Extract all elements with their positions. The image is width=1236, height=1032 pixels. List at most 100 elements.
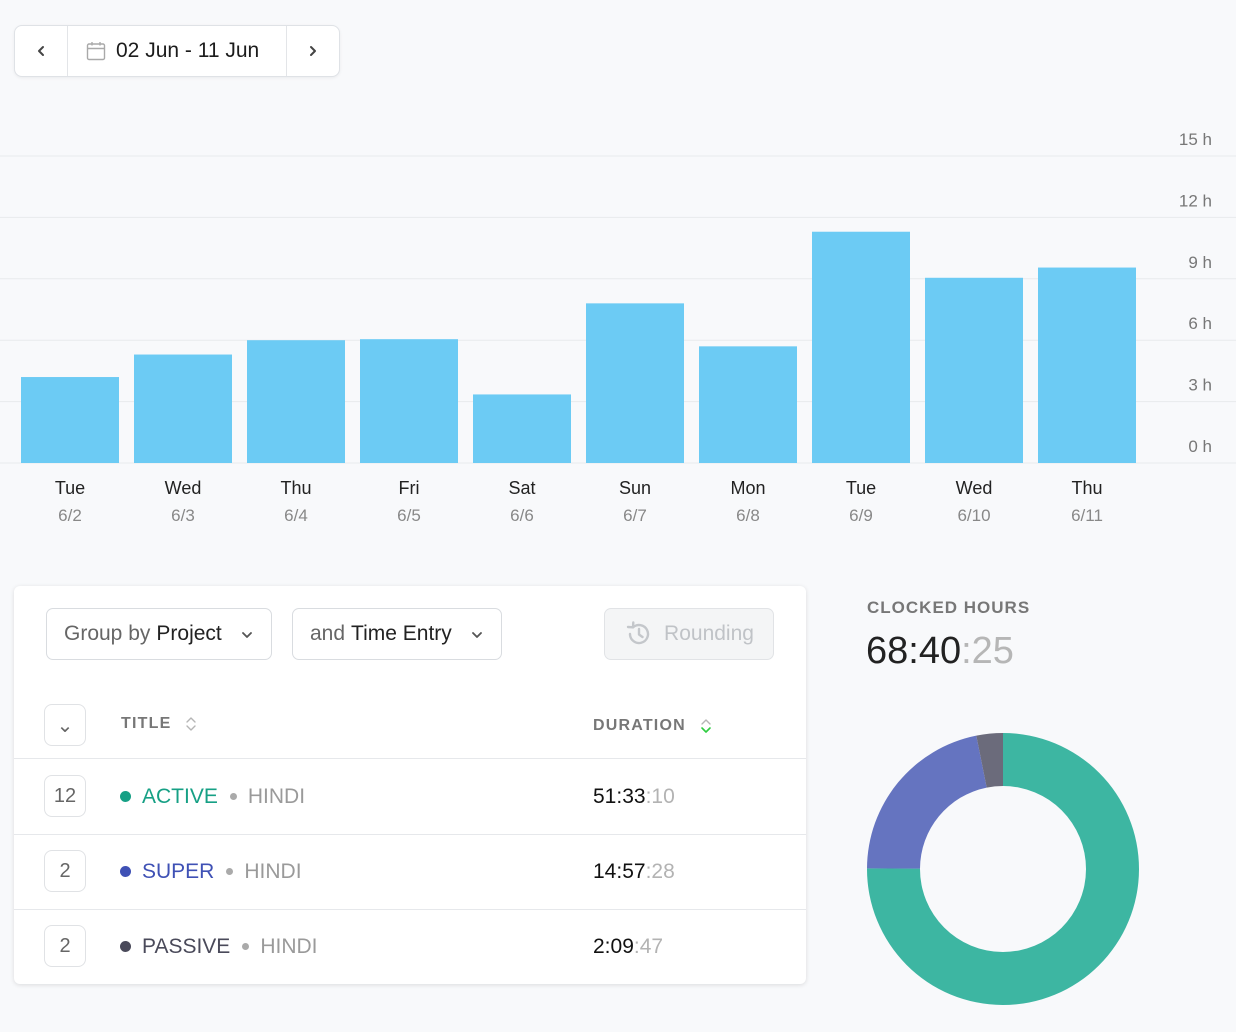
x-date-label: 6/3 [171,506,195,525]
row-count-badge[interactable]: 2 [44,925,86,967]
chart-bar [473,394,571,463]
x-day-label: Fri [399,478,420,498]
x-date-label: 6/9 [849,506,873,525]
client-name: HINDI [244,859,302,883]
chart-bar [247,340,345,463]
row-count: 2 [59,859,71,882]
project-color-dot [120,866,131,877]
history-clock-icon [626,621,650,645]
row-duration: 14:57:28 [593,834,675,909]
x-day-label: Mon [730,478,765,498]
table-row[interactable]: 2 PASSIVE HINDI 2:09:47 [14,909,806,984]
project-color-dot [120,941,131,952]
duration-seconds: :47 [633,934,664,958]
chevron-right-icon [310,46,316,56]
sort-descending-icon [701,719,711,733]
clocked-hours-main: 68:40 [866,630,962,672]
donut-segment [976,733,1003,788]
row-count-badge[interactable]: 12 [44,775,86,817]
duration-seconds: :28 [645,859,675,883]
row-count-badge[interactable]: 2 [44,850,86,892]
chart-bar [812,231,910,463]
row-title: SUPER HINDI [120,834,302,909]
rounding-label: Rounding [664,622,754,645]
chart-bar [21,377,119,463]
y-tick-label: 6 h [1188,314,1212,333]
rounding-button[interactable]: Rounding [604,608,774,660]
clocked-hours-total: 68:40:25 [866,630,1014,673]
chart-bar [699,346,797,463]
duration-main: 2:09 [593,934,634,958]
duration-column-label: DURATION [593,717,686,734]
date-range-picker: 02 Jun - 11 Jun [14,25,340,77]
expand-all-toggle[interactable]: ⌄ [44,704,86,746]
row-count: 12 [53,784,77,807]
x-date-label: 6/5 [397,506,421,525]
row-title: ACTIVE HINDI [120,759,305,834]
title-column-header[interactable]: TITLE [121,698,197,750]
x-date-label: 6/4 [284,506,308,525]
chart-bar [586,303,684,463]
duration-main: 51:33 [593,784,646,808]
row-title: PASSIVE HINDI [120,909,318,984]
x-day-label: Thu [1071,478,1102,498]
report-table-card: Group by Project and Time Entry Rounding… [14,586,806,984]
chevron-down-icon [472,632,482,638]
table-header: ⌄ TITLE DURATION [14,698,806,759]
table-row[interactable]: 2 SUPER HINDI 14:57:28 [14,834,806,910]
then-by-dropdown[interactable]: and Time Entry [292,608,502,660]
group-by-dropdown[interactable]: Group by Project [46,608,272,660]
then-by-prefix: and [310,622,346,645]
x-day-label: Thu [280,478,311,498]
chart-bar [925,277,1023,463]
project-name: PASSIVE [142,934,231,958]
x-date-label: 6/7 [623,506,647,525]
duration-main: 14:57 [593,859,646,883]
date-range-label: 02 Jun - 11 Jun [116,39,260,62]
y-tick-label: 12 h [1179,191,1212,210]
title-column-label: TITLE [121,715,172,732]
sort-icon [186,717,197,731]
duration-column-header[interactable]: DURATION [593,700,712,752]
donut-segment [867,733,1139,1005]
table-row[interactable]: 12 ACTIVE HINDI 51:33:10 [14,759,806,835]
chevron-left-icon [38,46,44,56]
separator-dot [242,943,250,950]
project-share-donut-chart [867,733,1139,1005]
x-day-label: Tue [846,478,876,498]
x-date-label: 6/10 [957,506,990,525]
x-day-label: Wed [165,478,202,498]
chart-bar [134,354,232,463]
x-day-label: Sat [508,478,535,498]
x-day-label: Wed [956,478,993,498]
x-day-label: Tue [55,478,85,498]
expand-all-icon: ⌄ [56,714,74,737]
group-by-value: Project [156,622,222,645]
x-day-label: Sun [619,478,651,498]
clocked-hours-seconds: :25 [961,630,1014,672]
client-name: HINDI [260,934,318,958]
client-name: HINDI [247,784,306,808]
date-range-button[interactable]: 02 Jun - 11 Jun [67,26,287,76]
row-count: 2 [59,934,71,957]
daily-hours-bar-chart: 0 h 3 h 6 h 9 h 12 h 15 h Tue 6/2 Wed 6/3 Thu 6/4 Fr… [0,130,1236,525]
prev-range-button[interactable] [15,26,67,76]
project-name: SUPER [142,859,215,883]
y-tick-label: 15 h [1179,130,1212,149]
donut-segment [867,735,987,869]
row-duration: 2:09:47 [593,909,663,984]
project-color-dot [120,791,131,802]
then-by-value: Time Entry [351,622,452,645]
chart-bar [1038,267,1136,463]
chart-bar [360,339,458,463]
x-date-label: 6/11 [1071,506,1103,525]
separator-dot [229,793,237,800]
group-by-prefix: Group by [64,622,151,645]
clocked-hours-label: CLOCKED HOURS [867,598,1031,617]
y-tick-label: 0 h [1188,437,1212,456]
separator-dot [226,868,234,875]
next-range-button[interactable] [287,26,339,76]
duration-seconds: :10 [645,784,675,808]
row-duration: 51:33:10 [593,759,675,834]
y-tick-label: 9 h [1188,253,1212,272]
